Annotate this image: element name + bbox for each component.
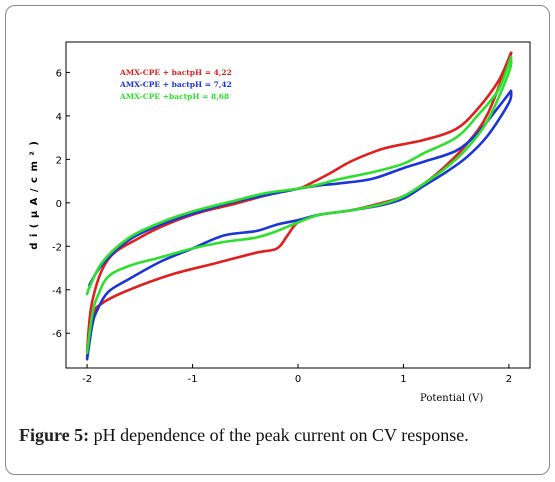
figure-label: Figure 5: bbox=[19, 425, 90, 445]
y-tick-label: -2 bbox=[52, 242, 62, 253]
series-3-lower-branch bbox=[85, 55, 513, 355]
cv-chart: -2 -1 0 1 2 -6 -4 -2 0 2 4 6 AMX-CPE + bactpH = 4,2… bbox=[29, 41, 531, 404]
x-axis-label: Potential (V) bbox=[420, 393, 483, 404]
y-tick-label: 2 bbox=[56, 155, 62, 166]
x-tick-label: -1 bbox=[188, 374, 198, 385]
x-tick-label: 0 bbox=[295, 374, 301, 385]
y-tick-label: -6 bbox=[52, 329, 62, 340]
figure-caption: Figure 5: pH dependence of the peak curr… bbox=[19, 425, 469, 446]
y-axis-label: d i ( μ A / c m ² ) bbox=[29, 140, 40, 250]
legend-entry-1: AMX-CPE + bactpH = 4,22 bbox=[119, 68, 232, 77]
series-3-upper-branch bbox=[85, 55, 513, 296]
plot-area-frame bbox=[65, 41, 531, 369]
axis-ticks: -2 -1 0 1 2 -6 -4 -2 0 2 4 6 bbox=[52, 68, 512, 385]
legend: AMX-CPE + bactpH = 4,22 AMX-CPE + bactpH … bbox=[119, 68, 232, 101]
caption-text: pH dependence of the peak current on CV … bbox=[89, 425, 469, 445]
figure-frame bbox=[5, 5, 550, 475]
series-curves bbox=[85, 51, 513, 361]
legend-entry-2: AMX-CPE + bactpH = 7,42 bbox=[119, 80, 232, 89]
y-tick-label: 4 bbox=[56, 112, 62, 123]
y-tick-label: 6 bbox=[56, 68, 62, 79]
x-tick-label: 1 bbox=[400, 374, 406, 385]
x-tick-label: 2 bbox=[506, 374, 512, 385]
series-1-upper-branch bbox=[85, 51, 513, 352]
series-2-lower-branch bbox=[85, 89, 513, 361]
y-tick-label: -4 bbox=[52, 286, 62, 297]
y-tick-label: 0 bbox=[56, 199, 62, 210]
x-tick-label: -2 bbox=[82, 374, 92, 385]
legend-entry-3: AMX-CPE +bactpH = 8,68 bbox=[119, 92, 229, 101]
